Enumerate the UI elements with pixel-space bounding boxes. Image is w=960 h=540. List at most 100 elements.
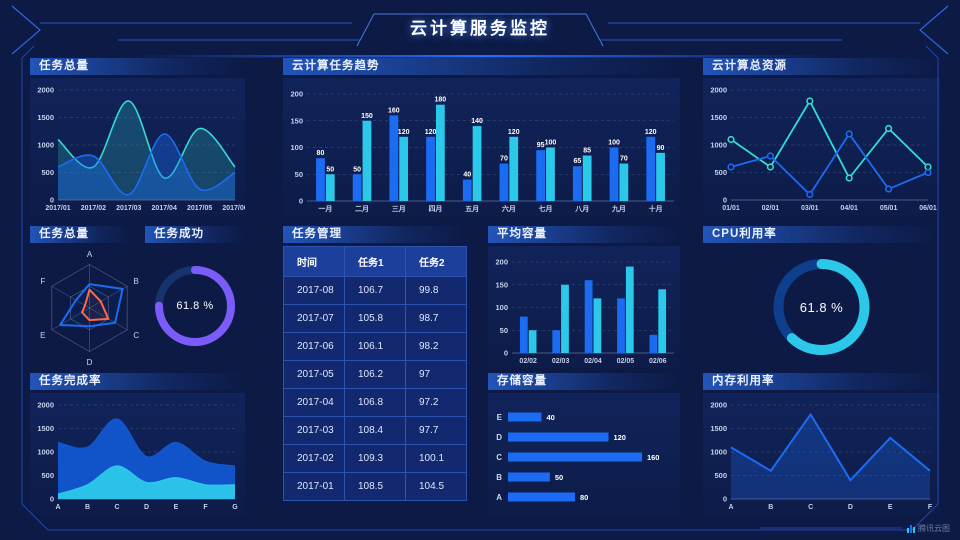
svg-text:70: 70 bbox=[620, 156, 628, 163]
svg-text:50: 50 bbox=[326, 166, 334, 173]
page-title: 云计算服务监控 bbox=[410, 19, 550, 38]
cloud-total-resource-chart: 0 500 1000 1500 2000 01/01 02/01 03/01 04/01 05/0… bbox=[710, 86, 937, 213]
panel-title-task-total-trend: 任务总量 bbox=[30, 58, 245, 75]
svg-text:1000: 1000 bbox=[37, 141, 54, 150]
col-header-task1: 任务1 bbox=[344, 246, 406, 277]
svg-text:50: 50 bbox=[295, 170, 303, 179]
svg-text:70: 70 bbox=[500, 156, 508, 163]
radar-chart-container: A B C D E F bbox=[30, 246, 145, 371]
svg-text:85: 85 bbox=[583, 148, 591, 155]
svg-text:100: 100 bbox=[545, 140, 557, 147]
svg-text:2000: 2000 bbox=[37, 401, 54, 410]
svg-text:500: 500 bbox=[41, 168, 54, 177]
svg-text:1000: 1000 bbox=[37, 448, 54, 457]
svg-text:100: 100 bbox=[495, 303, 508, 312]
panel-task-total-trend: 任务总量 0 500 1000 1500 2000 2017/01 2017/02 2017/… bbox=[30, 58, 245, 216]
svg-text:150: 150 bbox=[361, 113, 373, 120]
panel-title-task-complete-rate: 任务完成率 bbox=[30, 373, 245, 390]
svg-text:1500: 1500 bbox=[37, 424, 54, 433]
table-row: 2017-03 108.4 97.7 bbox=[283, 416, 467, 445]
svg-text:02/06: 02/06 bbox=[649, 358, 667, 365]
svg-text:B: B bbox=[134, 277, 139, 286]
svg-text:200: 200 bbox=[290, 90, 303, 99]
table-cell: 106.8 bbox=[344, 388, 406, 417]
svg-text:03/01: 03/01 bbox=[801, 205, 819, 212]
table-row: 2017-01 108.5 104.5 bbox=[283, 472, 467, 501]
watermark-label: 腾讯云图 bbox=[918, 524, 950, 533]
svg-text:150: 150 bbox=[290, 116, 303, 125]
svg-text:02/05: 02/05 bbox=[617, 358, 635, 365]
svg-text:E: E bbox=[497, 413, 503, 422]
table-cell: 2017-06 bbox=[283, 332, 345, 361]
table-row: 2017-08 106.7 99.8 bbox=[283, 276, 467, 305]
svg-text:90: 90 bbox=[657, 145, 665, 152]
svg-text:95: 95 bbox=[537, 142, 545, 149]
table-cell: 98.2 bbox=[405, 332, 467, 361]
svg-text:120: 120 bbox=[398, 129, 410, 136]
svg-text:0: 0 bbox=[50, 495, 54, 504]
svg-text:500: 500 bbox=[714, 471, 727, 480]
svg-text:F: F bbox=[928, 504, 933, 511]
panel-task-success: 任务成功 61.8 % bbox=[145, 226, 245, 366]
watermark: 腾讯云图 bbox=[907, 523, 950, 534]
svg-text:50: 50 bbox=[500, 326, 508, 335]
svg-text:50: 50 bbox=[353, 166, 361, 173]
svg-text:1500: 1500 bbox=[37, 113, 54, 122]
svg-text:十月: 十月 bbox=[649, 204, 663, 213]
svg-text:B: B bbox=[768, 504, 773, 511]
svg-text:2017/01: 2017/01 bbox=[45, 205, 70, 212]
svg-text:02/03: 02/03 bbox=[552, 358, 570, 365]
svg-text:2000: 2000 bbox=[710, 86, 727, 95]
svg-text:160: 160 bbox=[647, 453, 660, 462]
table-row: 2017-04 106.8 97.2 bbox=[283, 388, 467, 417]
svg-text:02/01: 02/01 bbox=[762, 205, 780, 212]
svg-text:F: F bbox=[40, 277, 45, 286]
svg-text:160: 160 bbox=[388, 107, 400, 114]
panel-title-cloud-total-resource: 云计算总资源 bbox=[703, 58, 940, 75]
svg-text:E: E bbox=[888, 504, 893, 511]
table-cell: 2017-02 bbox=[283, 444, 345, 473]
svg-text:G: G bbox=[232, 504, 238, 511]
svg-text:2000: 2000 bbox=[37, 86, 54, 95]
svg-text:04/01: 04/01 bbox=[840, 205, 858, 212]
svg-text:E: E bbox=[40, 331, 45, 340]
table-cell: 108.4 bbox=[344, 416, 406, 445]
table-cell: 97 bbox=[405, 360, 467, 389]
svg-text:120: 120 bbox=[508, 129, 520, 136]
task-success-value: 61.8 % bbox=[176, 300, 214, 312]
svg-text:1000: 1000 bbox=[710, 141, 727, 150]
svg-text:40: 40 bbox=[463, 172, 471, 179]
svg-text:05/01: 05/01 bbox=[880, 205, 898, 212]
svg-text:C: C bbox=[808, 504, 813, 511]
task-complete-rate-chart: 0 500 1000 1500 2000 A B C D E F G bbox=[37, 401, 238, 512]
panel-task-complete-rate: 任务完成率 0 500 1000 1500 2000 A B C D E F G bbox=[30, 373, 245, 515]
svg-text:D: D bbox=[496, 433, 502, 442]
svg-text:500: 500 bbox=[714, 168, 727, 177]
table-cell: 99.8 bbox=[405, 276, 467, 305]
svg-text:C: C bbox=[496, 453, 502, 462]
panel-cloud-task-trend: 云计算任务趋势 0 50 100 150 200 一月 二月 三月 四月 五月 六月 七月 八月 九月 十月… bbox=[283, 58, 680, 216]
svg-text:150: 150 bbox=[495, 280, 508, 289]
svg-text:1500: 1500 bbox=[710, 113, 727, 122]
table-cell: 106.7 bbox=[344, 276, 406, 305]
table-cell: 2017-04 bbox=[283, 388, 345, 417]
svg-text:B: B bbox=[496, 473, 502, 482]
cloud-task-trend-chart: 0 50 100 150 200 一月 二月 三月 四月 五月 六月 七月 八月 九月 十月 80 50 160 1… bbox=[290, 90, 674, 213]
svg-text:0: 0 bbox=[504, 349, 508, 358]
svg-text:八月: 八月 bbox=[574, 205, 589, 213]
svg-text:D: D bbox=[87, 358, 93, 366]
avg-capacity-chart: 0 50 100 150 200 02/02 02/03 02/04 02/05 02/06 bbox=[495, 258, 674, 365]
task-total-area-chart: 0 500 1000 1500 2000 2017/01 2017/02 2017/03 201… bbox=[37, 86, 245, 213]
svg-text:0: 0 bbox=[299, 197, 303, 206]
svg-text:A: A bbox=[87, 250, 93, 259]
svg-text:80: 80 bbox=[317, 150, 325, 157]
svg-text:七月: 七月 bbox=[539, 204, 553, 213]
table-row: 2017-07 105.8 98.7 bbox=[283, 304, 467, 333]
svg-text:三月: 三月 bbox=[392, 205, 406, 213]
panel-storage-capacity: 存储容量 E 40 D 120 C 160 B 50 A 80 bbox=[488, 373, 680, 515]
svg-text:140: 140 bbox=[471, 118, 483, 125]
svg-text:40: 40 bbox=[546, 413, 554, 422]
table-cell: 2017-08 bbox=[283, 276, 345, 305]
svg-text:80: 80 bbox=[580, 493, 588, 502]
